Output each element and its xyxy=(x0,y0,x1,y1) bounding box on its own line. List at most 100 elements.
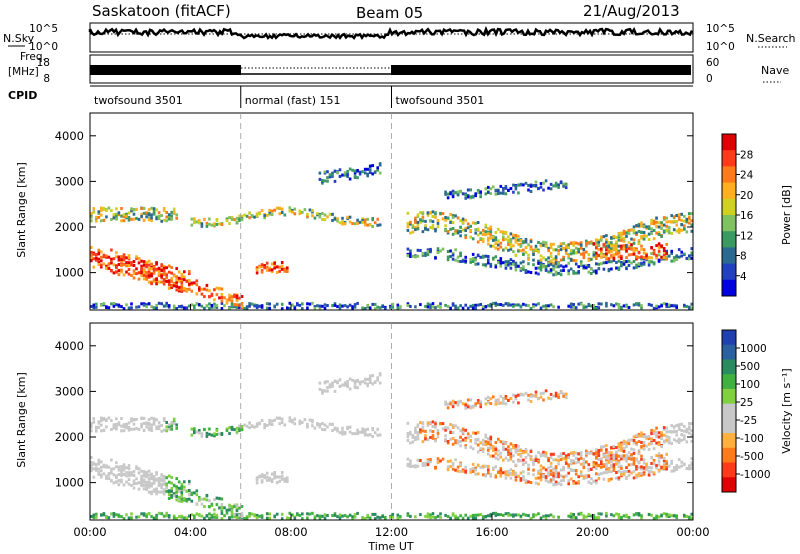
velocity-cell xyxy=(366,433,369,437)
velocity-cell xyxy=(90,425,93,429)
power-cell xyxy=(429,250,432,254)
power-cell xyxy=(574,262,578,266)
power-cell xyxy=(497,247,500,251)
velocity-cell xyxy=(474,431,477,435)
velocity-cell xyxy=(620,443,623,447)
velocity-cell xyxy=(685,440,689,444)
velocity-cell xyxy=(539,516,543,520)
power-cell xyxy=(512,233,515,237)
power-cell xyxy=(481,237,485,241)
power-cell xyxy=(502,187,505,191)
velocity-cell xyxy=(105,464,108,468)
velocity-cell xyxy=(592,514,596,517)
power-cell xyxy=(667,229,671,233)
power-cell xyxy=(346,305,349,309)
power-cell xyxy=(100,213,103,217)
power-cell xyxy=(145,262,148,266)
velocity-cell xyxy=(456,516,460,520)
power-cell xyxy=(451,221,455,225)
power-cell xyxy=(547,262,550,266)
velocity-cell xyxy=(642,461,646,465)
power-cell xyxy=(572,305,575,309)
velocity-cell xyxy=(112,512,116,515)
velocity-cell xyxy=(130,417,133,421)
power-cell xyxy=(238,214,241,218)
power-cell xyxy=(396,303,400,307)
power-cell xyxy=(655,231,658,235)
power-cell xyxy=(456,229,460,233)
velocity-cell xyxy=(489,435,493,439)
velocity-cell xyxy=(585,449,588,453)
velocity-cell xyxy=(137,487,141,491)
power-cell xyxy=(280,302,284,306)
power-cell xyxy=(130,274,133,277)
power-cell xyxy=(92,265,96,269)
power-cell xyxy=(675,306,678,309)
power-cell xyxy=(346,175,349,178)
velocity-cell xyxy=(167,489,171,493)
power-cell xyxy=(474,194,477,198)
power-cell xyxy=(574,306,578,310)
power-cell xyxy=(612,248,616,252)
power-cell xyxy=(115,303,118,307)
velocity-cell xyxy=(338,378,342,382)
velocity-cell xyxy=(635,512,638,516)
velocity-cell xyxy=(617,459,621,463)
power-cell xyxy=(125,264,128,268)
velocity-cell xyxy=(499,469,503,473)
velocity-cell xyxy=(127,482,131,486)
power-cell xyxy=(532,258,535,262)
power-cell xyxy=(650,246,653,249)
velocity-cell xyxy=(564,461,568,465)
power-cell xyxy=(517,249,520,253)
velocity-cell xyxy=(125,471,128,475)
velocity-cell xyxy=(255,516,259,520)
velocity-cell xyxy=(481,442,485,446)
power-cell xyxy=(122,307,126,311)
velocity-cell xyxy=(534,481,538,485)
power-cell xyxy=(620,261,623,264)
velocity-cell xyxy=(662,459,666,462)
velocity-cell xyxy=(527,463,530,467)
velocity-cell xyxy=(298,422,302,426)
velocity-cell xyxy=(547,466,550,470)
velocity-cell xyxy=(484,435,488,439)
power-cell xyxy=(260,270,264,274)
power-cell xyxy=(534,248,538,252)
velocity-cell xyxy=(514,471,518,475)
power-cell xyxy=(615,246,618,250)
velocity-cell xyxy=(235,504,239,508)
velocity-cell xyxy=(145,472,148,476)
power-cell xyxy=(409,231,412,235)
power-cell xyxy=(416,223,420,227)
velocity-cell xyxy=(218,432,221,436)
power-cell xyxy=(557,252,560,256)
power-cell xyxy=(602,245,606,249)
velocity-cell xyxy=(497,513,500,517)
power-cell xyxy=(147,302,151,306)
velocity-cell xyxy=(250,425,254,428)
velocity-cell xyxy=(132,479,136,483)
power-cell xyxy=(218,286,221,290)
velocity-cell xyxy=(537,476,540,480)
power-cell xyxy=(127,272,131,276)
power-cell xyxy=(286,268,289,272)
velocity-cell xyxy=(670,441,673,445)
velocity-cell xyxy=(180,493,184,497)
power-cell xyxy=(127,211,131,215)
power-cell xyxy=(532,253,535,256)
power-cell xyxy=(451,251,455,255)
velocity-cell xyxy=(326,389,329,393)
noise-tick-high: 10^5 xyxy=(29,23,58,35)
velocity-cell xyxy=(268,476,271,480)
power-cell xyxy=(632,249,636,253)
power-cell xyxy=(632,246,636,250)
velocity-cell xyxy=(512,446,515,450)
velocity-cell xyxy=(569,512,573,516)
velocity-cell xyxy=(122,468,126,472)
power-cell xyxy=(165,276,168,280)
power-cell xyxy=(230,299,234,303)
power-cell xyxy=(494,303,498,307)
power-cell xyxy=(115,207,118,211)
velocity-cell xyxy=(238,427,241,431)
